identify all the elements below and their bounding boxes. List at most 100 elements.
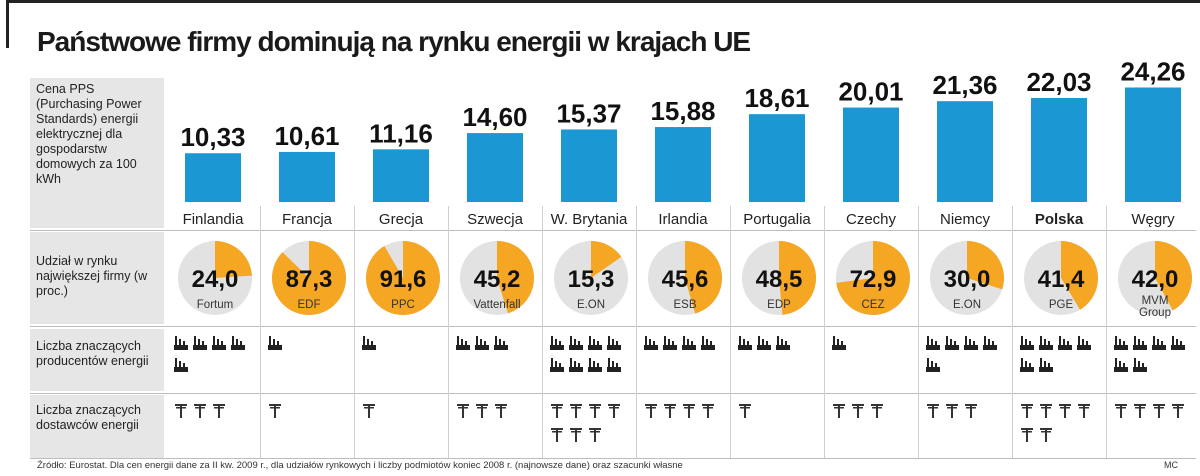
price-bar (749, 114, 805, 202)
country-label: Czechy (846, 211, 897, 228)
power-plant-icon (757, 336, 771, 350)
share-pie-slice (591, 240, 622, 278)
power-plant-icon (663, 336, 677, 350)
power-plant-icon (456, 336, 470, 350)
power-pylon-icon (457, 404, 469, 418)
power-plant-icon (1077, 336, 1091, 350)
company-label: PGE (1049, 299, 1074, 311)
power-pylon-icon (1040, 428, 1052, 442)
bar-value-label: 20,01 (838, 77, 903, 107)
share-pie-slice (836, 241, 910, 316)
bar-value-label: 15,37 (556, 98, 621, 128)
power-pylon-icon (363, 404, 375, 418)
power-pylon-icon (645, 404, 657, 418)
power-plant-icon (926, 336, 940, 350)
power-pylon-icon (570, 428, 582, 442)
power-pylon-icon (269, 404, 281, 418)
power-plant-icon (1171, 336, 1185, 350)
power-plant-icon (550, 358, 564, 372)
power-pylon-icon (871, 404, 883, 418)
power-pylon-icon (551, 404, 563, 418)
company-label: EDP (767, 299, 791, 311)
power-plant-icon (607, 358, 621, 372)
bar-value-label: 22,03 (1026, 67, 1091, 97)
power-pylon-icon (1021, 404, 1033, 418)
country-label: Grecja (379, 211, 424, 228)
power-pylon-icon (476, 404, 488, 418)
bar-value-label: 10,33 (180, 122, 245, 152)
power-plant-icon (983, 336, 997, 350)
power-plant-icon (588, 336, 602, 350)
power-plant-icon (362, 336, 376, 350)
company-label: PPC (391, 299, 415, 311)
power-plant-icon (1114, 336, 1128, 350)
share-pie-slice (365, 241, 440, 316)
column-separator (636, 206, 637, 458)
row-separator (30, 393, 1196, 394)
column-separator (1106, 206, 1107, 458)
power-pylon-icon (1040, 404, 1052, 418)
power-plant-icon (550, 336, 564, 350)
share-pie-slice (967, 241, 1004, 290)
power-plant-icon (1020, 336, 1034, 350)
power-pylon-icon (1172, 404, 1184, 418)
power-pylon-icon (833, 404, 845, 418)
share-value-label: 30,0 (944, 266, 991, 293)
row-separator (30, 458, 1196, 459)
bar-value-label: 15,88 (650, 96, 715, 126)
column-separator (1012, 206, 1013, 458)
share-pie-slice (215, 241, 252, 278)
country-label: Irlandia (658, 211, 708, 228)
price-row-label: Cena PPS (Purchasing Power Standards) en… (30, 78, 164, 228)
company-label: CEZ (862, 299, 885, 311)
country-label: Portugalia (743, 211, 811, 228)
share-pie-slice (497, 241, 534, 314)
power-plant-icon (926, 358, 940, 372)
price-bar (279, 151, 335, 202)
power-plant-icon (1114, 358, 1128, 372)
bar-value-label: 18,61 (744, 83, 809, 113)
price-bar (1031, 98, 1087, 202)
company-label: Group (1139, 307, 1171, 319)
company-label: MVM (1142, 295, 1169, 307)
author-credit: MC (1164, 460, 1178, 470)
column-separator (730, 206, 731, 458)
share-pie-slice (1155, 241, 1192, 311)
country-label: Węgry (1131, 211, 1175, 228)
power-plant-icon (268, 336, 282, 350)
power-plant-icon (682, 336, 696, 350)
column-separator (448, 206, 449, 458)
power-pylon-icon (608, 404, 620, 418)
row-separator (30, 326, 1196, 327)
power-pylon-icon (664, 404, 676, 418)
power-plant-icon (174, 336, 188, 350)
power-pylon-icon (1021, 428, 1033, 442)
source-note: Źródło: Eurostat. Dla cen energii dane z… (37, 460, 683, 471)
bar-value-label: 11,16 (369, 118, 433, 148)
power-plant-icon (1039, 336, 1053, 350)
share-pie-slice (685, 240, 723, 314)
share-value-label: 24,0 (192, 266, 239, 293)
power-plant-icon (738, 336, 752, 350)
power-plant-icon (964, 336, 978, 350)
power-plant-icon (644, 336, 658, 350)
price-bar (561, 129, 617, 202)
price-bar (1125, 87, 1181, 202)
price-bar (655, 127, 711, 202)
bar-value-label: 21,36 (932, 70, 997, 100)
power-pylon-icon (1115, 404, 1127, 418)
row-separator (30, 230, 1196, 231)
company-label: EDF (298, 299, 321, 311)
power-plant-icon (588, 358, 602, 372)
power-plant-icon (607, 336, 621, 350)
power-pylon-icon (683, 404, 695, 418)
power-pylon-icon (589, 404, 601, 418)
share-row-label: Udział w rynku największej firmy (w proc… (30, 232, 164, 324)
power-pylon-icon (1134, 404, 1146, 418)
power-pylon-icon (1153, 404, 1165, 418)
power-pylon-icon (175, 404, 187, 418)
suppliers-row-label: Liczba znaczących dostawców energii (30, 395, 164, 458)
power-pylon-icon (965, 404, 977, 418)
power-pylon-icon (194, 404, 206, 418)
